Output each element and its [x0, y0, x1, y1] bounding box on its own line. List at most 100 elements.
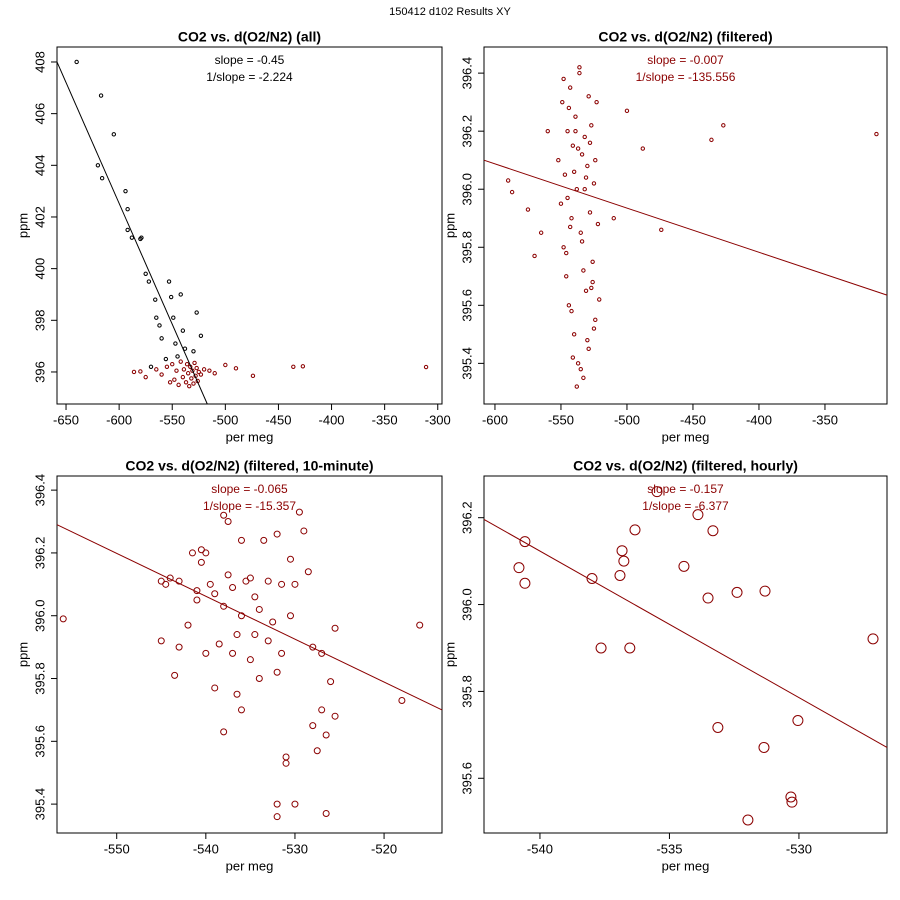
point: [573, 114, 578, 119]
x-tick-label: -520: [371, 841, 397, 856]
annotation: slope = -0.45: [215, 53, 285, 67]
point: [586, 346, 591, 352]
point: [578, 366, 583, 372]
point: [159, 336, 164, 341]
point: [224, 571, 232, 579]
y-axis-label: ppm: [15, 213, 30, 238]
x-tick-label: -530: [786, 841, 812, 856]
point: [640, 146, 645, 151]
point: [229, 649, 237, 657]
annotation: 1/slope = -6.377: [642, 499, 729, 513]
point: [570, 143, 576, 148]
point: [509, 189, 515, 195]
point: [188, 549, 196, 557]
y-tick-label: 396.0: [459, 588, 474, 621]
point: [176, 382, 181, 388]
point: [233, 366, 239, 371]
y-axis-label: ppm: [442, 213, 457, 238]
point: [146, 279, 152, 284]
point: [589, 285, 594, 291]
point: [785, 791, 797, 803]
point: [582, 134, 587, 140]
point: [251, 631, 259, 639]
point: [587, 140, 593, 145]
x-axis-label: per meg: [226, 429, 274, 444]
point: [585, 337, 590, 343]
annotation: slope = -0.007: [647, 53, 724, 67]
annotation: 1/slope = -2.224: [206, 70, 293, 84]
point: [233, 690, 241, 698]
point: [59, 615, 67, 623]
y-tick-label: 396: [32, 361, 47, 383]
point: [742, 814, 754, 826]
plot-frame: [56, 46, 443, 405]
y-tick-label: 402: [32, 206, 47, 228]
point: [624, 108, 630, 114]
x-tick-label: -500: [614, 412, 640, 427]
y-tick-label: 395.6: [32, 725, 47, 758]
point: [125, 207, 130, 212]
point: [577, 70, 582, 76]
point: [561, 245, 566, 250]
point: [597, 297, 602, 302]
y-tick-label: 408: [32, 51, 47, 73]
point: [569, 308, 574, 314]
y-tick-label: 398: [32, 309, 47, 331]
point: [74, 59, 79, 65]
point: [556, 157, 561, 163]
point: [313, 747, 321, 755]
point: [624, 642, 636, 654]
point: [157, 637, 165, 645]
point: [187, 383, 192, 389]
annotation: slope = -0.065: [211, 482, 288, 496]
point: [273, 668, 281, 676]
point: [246, 574, 254, 582]
point: [98, 93, 104, 98]
point: [702, 592, 714, 604]
fit-line: [483, 518, 888, 748]
point: [565, 128, 570, 134]
point: [178, 359, 183, 364]
point: [162, 580, 170, 588]
point: [157, 323, 162, 328]
point: [291, 580, 299, 588]
point: [423, 364, 429, 370]
point: [567, 224, 573, 230]
point: [166, 279, 172, 284]
point: [185, 371, 191, 376]
point: [591, 326, 597, 331]
point: [562, 172, 568, 177]
x-tick-label: -300: [425, 412, 451, 427]
point: [538, 230, 544, 235]
point: [278, 649, 286, 657]
y-tick-label: 404: [32, 154, 47, 176]
point: [148, 364, 154, 370]
point: [593, 157, 598, 163]
x-tick-label: -530: [282, 841, 308, 856]
point: [583, 288, 589, 294]
point: [143, 374, 148, 380]
point: [629, 524, 641, 536]
point: [211, 684, 219, 692]
point: [143, 271, 148, 277]
point: [594, 99, 599, 105]
point: [513, 562, 525, 574]
point: [193, 596, 201, 604]
chart-title: CO2 vs. d(O2/N2) (all): [178, 29, 321, 45]
point: [867, 633, 879, 645]
point: [595, 221, 601, 227]
point: [123, 188, 128, 194]
point: [659, 227, 664, 233]
point: [154, 315, 159, 320]
point: [519, 577, 531, 589]
point: [322, 731, 330, 739]
point: [255, 675, 263, 683]
fit-line: [56, 61, 208, 405]
point: [416, 621, 424, 629]
point: [95, 163, 101, 168]
point: [99, 176, 105, 181]
point: [792, 715, 804, 727]
point: [327, 678, 335, 686]
point: [202, 649, 210, 657]
